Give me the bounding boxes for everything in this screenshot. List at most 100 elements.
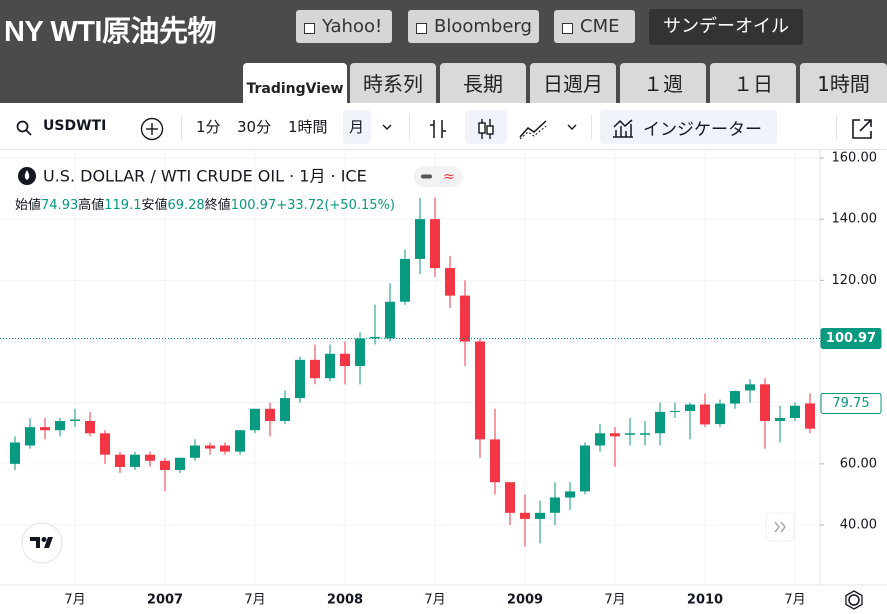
candle-body <box>70 419 80 422</box>
price-label: 79.75 <box>832 396 869 411</box>
candle-body <box>685 404 695 411</box>
ohlc-value: 74.93 <box>41 198 78 213</box>
candle-body <box>445 268 455 296</box>
candle-body <box>130 454 140 467</box>
ohlc-value: 100.97 <box>231 198 277 213</box>
active-bg <box>465 110 507 144</box>
scroll-icon <box>774 521 786 533</box>
candle-body <box>805 403 815 429</box>
candle-body <box>775 417 785 422</box>
separator <box>181 115 182 139</box>
popout-icon[interactable] <box>850 117 874 141</box>
candle-body <box>595 433 605 446</box>
interval[interactable]: 1分 <box>196 118 221 136</box>
x-tick-label: 7月 <box>604 593 625 608</box>
indicator-icon[interactable] <box>610 116 636 140</box>
candle-body <box>175 457 185 470</box>
candle-body <box>715 403 725 425</box>
change: +33.72 <box>276 198 324 213</box>
candle-body <box>385 301 395 339</box>
ohlc-value: 119.1 <box>104 198 141 213</box>
indicators-button[interactable]: インジケーター <box>643 120 762 140</box>
candle-body <box>580 445 590 492</box>
candle-body <box>160 460 170 470</box>
grid <box>0 150 820 585</box>
special-button[interactable]: サンデーオイル <box>649 9 803 45</box>
chevron[interactable] <box>380 121 394 133</box>
candle-body <box>625 433 635 435</box>
legend-title: U.S. DOLLAR / WTI CRUDE OIL · 1月 · ICE <box>43 167 367 186</box>
candle-body <box>415 219 425 259</box>
symbol-drop <box>24 170 30 180</box>
candle-body <box>490 439 500 483</box>
candle-body <box>475 341 485 440</box>
tab[interactable]: TradingView <box>243 63 347 103</box>
tv-logo <box>30 537 53 548</box>
ohlc-label: 高値 <box>78 197 104 213</box>
candle-body <box>565 491 575 498</box>
link-button[interactable]: CME <box>554 10 635 43</box>
x-tick-label: 2009 <box>507 593 543 608</box>
symbol[interactable]: USDWTI <box>43 118 107 134</box>
chevron[interactable] <box>565 121 579 133</box>
interval[interactable]: 月 <box>349 118 365 136</box>
candle-body <box>295 359 305 399</box>
candle-body <box>460 295 470 342</box>
bar-icon[interactable] <box>426 117 450 141</box>
candle-body <box>190 445 200 458</box>
link-button[interactable]: Bloomberg <box>408 10 539 43</box>
x-tick-label: 2010 <box>687 593 723 608</box>
y-tick-label: 120.00 <box>832 273 878 288</box>
tab[interactable]: 1時間 <box>800 63 887 103</box>
candle-body <box>610 433 620 437</box>
candle-body <box>145 454 155 461</box>
tab[interactable]: １週 <box>620 63 706 103</box>
header: NY WTI原油先物 Yahoo! Bloomberg CME サンデーオイル … <box>0 0 887 103</box>
settings-ring <box>845 590 863 610</box>
tab[interactable]: １日 <box>710 63 796 103</box>
page-title: NY WTI原油先物 <box>4 16 216 48</box>
candle-icon[interactable] <box>474 117 498 141</box>
ohlc-label: 安値 <box>141 197 167 213</box>
candle-body <box>280 398 290 422</box>
tab[interactable]: 時系列 <box>350 63 436 103</box>
candle-body <box>250 408 260 431</box>
x-tick-label: 7月 <box>424 593 445 608</box>
candle-body <box>430 219 440 269</box>
candle-body <box>400 258 410 302</box>
link-button[interactable]: Yahoo! <box>296 10 392 43</box>
scroll-button <box>765 512 795 542</box>
candle-body <box>40 427 50 431</box>
legend-badge-wave: ≈ <box>443 169 455 185</box>
change-percent: (+50.15%) <box>324 198 395 213</box>
ohlc-label: 終値 <box>205 197 231 213</box>
candle-body <box>115 454 125 467</box>
legend-badge <box>414 166 462 187</box>
candle-body <box>535 512 545 519</box>
candle-body <box>10 442 20 464</box>
candle-body <box>520 512 530 519</box>
candle-body <box>355 338 365 366</box>
price-label-box <box>820 392 882 414</box>
x-tick-label: 7月 <box>244 593 265 608</box>
interval[interactable]: 1時間 <box>288 118 328 136</box>
interval[interactable]: 30分 <box>237 118 272 136</box>
ohlc-legend: 始値74.93高値119.1安値69.28終値100.97+33.72(+50.… <box>15 197 395 213</box>
area-icon[interactable] <box>518 117 548 141</box>
candle-body <box>655 411 665 434</box>
candle-body <box>745 384 755 391</box>
tab[interactable]: 日週月 <box>530 63 616 103</box>
x-tick-label: 7月 <box>64 593 85 608</box>
candle-body <box>55 421 65 431</box>
add-icon[interactable] <box>140 117 164 141</box>
y-tick-label: 140.00 <box>832 212 878 227</box>
candle-body <box>730 391 740 404</box>
separator <box>409 115 410 139</box>
candle-body <box>235 430 245 452</box>
tv-logo-bg <box>21 522 63 564</box>
tab[interactable]: 長期 <box>440 63 526 103</box>
x-tick-label: 7月 <box>784 593 805 608</box>
y-tick-label: 60.00 <box>840 456 877 471</box>
candle-body <box>205 445 215 449</box>
